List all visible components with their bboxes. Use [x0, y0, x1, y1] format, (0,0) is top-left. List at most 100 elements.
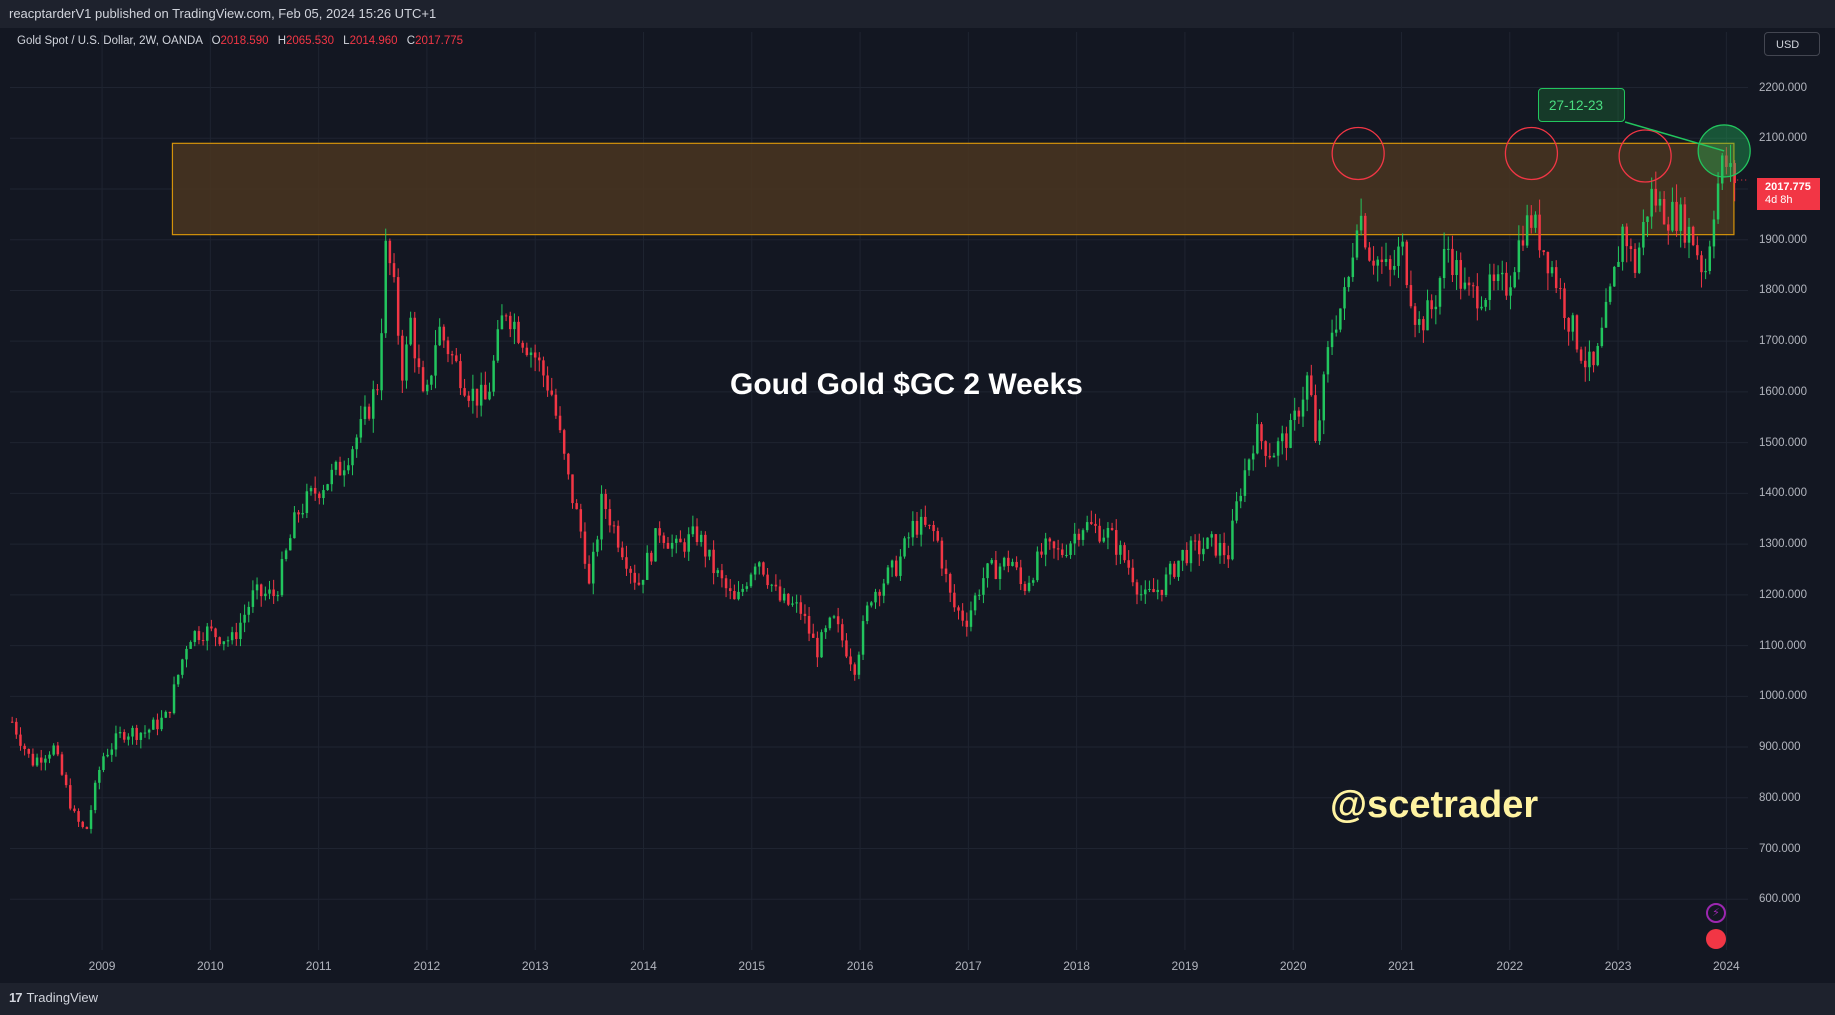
highlight-circle-red[interactable]	[1331, 126, 1385, 181]
candle-body	[110, 749, 114, 755]
open-value: 2018.590	[220, 35, 269, 47]
candle-body	[1584, 360, 1587, 368]
candle-body	[1364, 215, 1367, 248]
candle-body	[724, 578, 728, 589]
time-tick-label: 2018	[1063, 959, 1090, 973]
candle-body	[978, 594, 981, 596]
candle-body	[832, 616, 836, 618]
candle-body	[1177, 560, 1180, 577]
candle-body	[1272, 455, 1276, 458]
candle-body	[1409, 285, 1413, 307]
candle-body	[1451, 248, 1454, 276]
candle-body	[940, 540, 944, 569]
candle-body	[708, 549, 711, 557]
candle-body	[633, 572, 637, 583]
candle-body	[1139, 594, 1143, 596]
candle-body	[81, 821, 84, 827]
candle-body	[272, 589, 275, 597]
bolt-icon[interactable]: ⚡	[1706, 903, 1726, 923]
candle-body	[762, 562, 765, 575]
candle-body	[658, 528, 661, 536]
candle-body	[550, 390, 553, 395]
candle-body	[417, 358, 421, 368]
candle-body	[342, 470, 346, 476]
candle-body	[330, 469, 334, 485]
candle-body	[176, 674, 180, 685]
candle-body	[147, 729, 151, 733]
candle-body	[1040, 551, 1043, 555]
candle-body	[1314, 395, 1317, 442]
highlight-circle-red[interactable]	[1618, 129, 1672, 183]
price-tick-label: 1800.000	[1759, 284, 1807, 297]
candle-body	[695, 526, 699, 543]
publisher-bar: reacptarderV1 published on TradingView.c…	[0, 0, 1835, 28]
candle-body	[828, 617, 832, 629]
candle-body	[48, 754, 51, 759]
us-flag-icon[interactable]	[1706, 929, 1726, 949]
candle-body	[351, 449, 354, 466]
candle-body	[770, 584, 773, 586]
candle-body	[820, 632, 823, 658]
candle-body	[1052, 541, 1056, 549]
candle-body	[1447, 248, 1450, 250]
candle-body	[1467, 282, 1471, 286]
candle-body	[289, 538, 292, 551]
candle-body	[89, 810, 93, 829]
highlight-circle-red[interactable]	[1504, 126, 1559, 181]
candle-body	[1733, 163, 1736, 184]
candle-body	[699, 534, 703, 543]
resistance-zone[interactable]	[171, 142, 1735, 236]
candle-body	[600, 493, 603, 540]
candle-body	[753, 566, 757, 575]
candle-body	[1393, 265, 1396, 270]
candle-body	[438, 326, 441, 346]
candle-body	[376, 389, 379, 391]
candle-body	[1202, 548, 1205, 555]
candle-body	[670, 542, 674, 549]
candle-body	[612, 525, 616, 527]
candle-body	[434, 345, 437, 376]
candle-body	[297, 512, 300, 515]
candle-body	[890, 560, 894, 568]
candle-body	[1007, 557, 1010, 566]
candle-body	[1181, 549, 1184, 561]
time-tick-label: 2014	[630, 959, 657, 973]
price-tick-label: 1600.000	[1759, 385, 1807, 398]
price-tick-label: 800.000	[1759, 791, 1801, 804]
time-tick-label: 2013	[521, 959, 549, 973]
candle-body	[326, 484, 329, 491]
candle-body	[31, 753, 35, 766]
candle-body	[239, 622, 242, 640]
candle-body	[201, 640, 205, 642]
candle-body	[1135, 582, 1139, 595]
candle-body	[305, 491, 309, 514]
candle-body	[1185, 549, 1189, 564]
price-chart[interactable]	[0, 0, 1835, 983]
candle-body	[1347, 277, 1350, 288]
candle-body	[865, 605, 869, 622]
candle-body	[982, 578, 985, 595]
candle-body	[666, 542, 670, 549]
price-tick-label: 1400.000	[1759, 487, 1807, 500]
candle-body	[1119, 545, 1122, 555]
candle-body	[1509, 287, 1512, 296]
candle-body	[1019, 567, 1023, 585]
candle-body	[1235, 501, 1238, 521]
candle-body	[1637, 247, 1641, 273]
candle-body	[1023, 584, 1027, 591]
currency-button[interactable]: USD	[1764, 32, 1820, 56]
candle-body	[1334, 329, 1338, 333]
candle-body	[1214, 534, 1218, 556]
candle-body	[1579, 349, 1583, 361]
candle-body	[554, 394, 558, 416]
candle-body	[338, 461, 342, 476]
candle-body	[782, 593, 786, 601]
candle-body	[405, 344, 408, 381]
price-tick-label: 2100.000	[1759, 132, 1807, 145]
candle-body	[1567, 317, 1570, 332]
candle-body	[1098, 525, 1101, 542]
tradingview-logo[interactable]: 17 TradingView	[9, 990, 98, 1005]
candle-body	[160, 717, 163, 730]
candle-body	[1061, 549, 1064, 556]
time-tick-label: 2020	[1279, 959, 1307, 973]
